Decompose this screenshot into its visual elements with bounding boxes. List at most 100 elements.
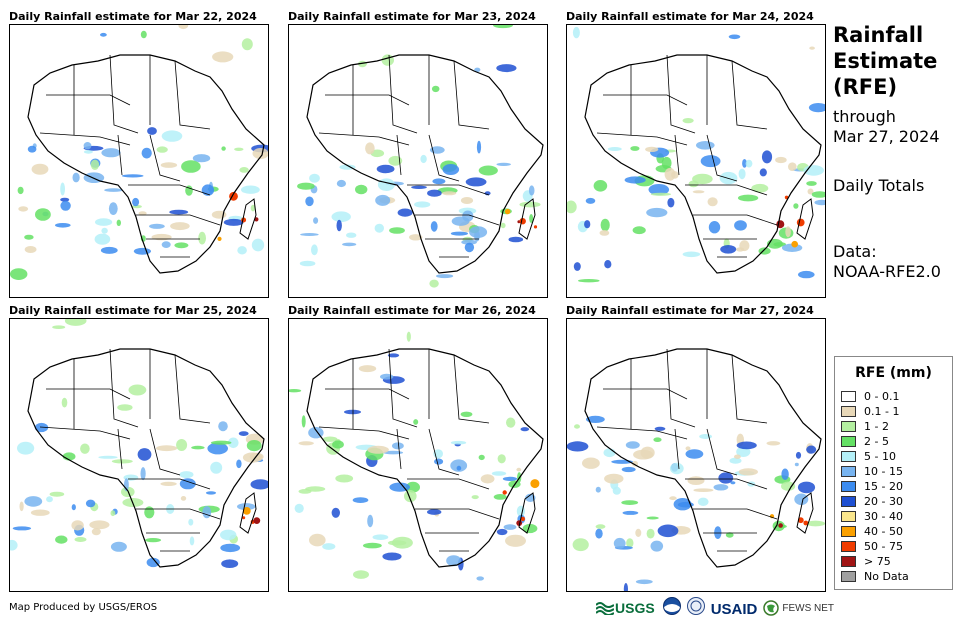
rainfall-area xyxy=(74,537,87,542)
rainfall-area xyxy=(241,185,260,194)
rainfall-area xyxy=(331,507,340,518)
rainfall-area xyxy=(392,442,404,450)
rainfall-area xyxy=(604,473,624,484)
rainfall-area xyxy=(387,353,400,358)
rainfall-area xyxy=(138,211,147,216)
panel-title-1: Daily Rainfall estimate for Mar 22, 2024 xyxy=(9,10,257,23)
rainfall-area xyxy=(794,462,799,467)
data-label: Data: xyxy=(833,242,877,261)
rainfall-area xyxy=(567,441,589,452)
rainfall-area xyxy=(94,233,111,245)
rainfall-area xyxy=(446,555,462,567)
rainfall-area xyxy=(516,467,522,472)
rainfall-area xyxy=(805,520,825,527)
country-border xyxy=(685,184,768,196)
rainfall-area xyxy=(90,159,100,170)
rainfall-area xyxy=(156,146,168,153)
rainfall-area xyxy=(503,524,517,530)
rainfall-area xyxy=(519,201,541,208)
rainfall-area xyxy=(613,537,626,549)
legend-label: No Data xyxy=(864,570,909,583)
rainfall-area xyxy=(430,221,438,232)
country-border xyxy=(603,94,688,106)
rainfall-area xyxy=(180,496,187,501)
rainfall-area xyxy=(144,506,155,519)
rainfall-area xyxy=(745,159,753,168)
rainfall-area xyxy=(301,415,306,428)
country-border xyxy=(596,426,688,440)
product-title-line-3: (RFE) xyxy=(833,75,898,99)
rainfall-area xyxy=(128,384,147,396)
rainfall-area xyxy=(795,451,802,459)
rainfall-area xyxy=(506,417,516,428)
rainfall-area xyxy=(189,536,195,546)
rainfall-area xyxy=(725,532,734,538)
rainfall-area xyxy=(95,218,113,226)
rainfall-area xyxy=(640,446,655,459)
legend-swatch xyxy=(841,421,856,432)
rainfall-area xyxy=(673,498,692,511)
rainfall-area xyxy=(185,185,193,196)
rainfall-area xyxy=(145,538,162,543)
rainfall-area xyxy=(17,441,35,455)
africa-coastline xyxy=(27,54,265,274)
legend-swatch xyxy=(841,466,856,477)
country-border xyxy=(46,388,131,400)
heavy-rain-area xyxy=(242,507,251,515)
rainfall-area xyxy=(650,192,671,196)
rainfall-area xyxy=(146,557,160,568)
rainfall-area xyxy=(104,188,123,192)
rainfall-area xyxy=(179,478,196,490)
rainfall-area xyxy=(61,397,68,408)
heavy-rain-area xyxy=(796,218,805,227)
madagascar-outline xyxy=(239,492,257,534)
rainfall-area xyxy=(220,543,241,553)
rainfall-area xyxy=(355,184,368,195)
legend-swatch xyxy=(841,556,856,567)
rainfall-area xyxy=(331,211,351,222)
legend-item: 20 - 30 xyxy=(841,494,903,509)
rainfall-area xyxy=(311,244,318,256)
panel-title-2: Daily Rainfall estimate for Mar 23, 2024 xyxy=(288,10,536,23)
country-border xyxy=(693,508,778,520)
rainfall-area xyxy=(117,404,133,411)
rainfall-area xyxy=(693,488,714,492)
rainfall-area xyxy=(451,216,470,226)
rainfall-area xyxy=(697,497,709,506)
rainfall-area xyxy=(83,150,93,154)
rainfall-area xyxy=(456,465,462,471)
rainfall-area xyxy=(72,172,80,183)
rainfall-area xyxy=(505,534,526,547)
rainfall-area xyxy=(161,241,171,249)
doi-seal xyxy=(686,597,705,619)
rainfall-area xyxy=(414,201,431,208)
rainfall-area xyxy=(389,227,405,234)
rainfall-area xyxy=(635,579,653,585)
heavy-rain-area xyxy=(502,490,507,495)
rainfall-area xyxy=(298,441,314,446)
rainfall-area xyxy=(657,524,679,538)
rainfall-area xyxy=(205,491,217,495)
country-border xyxy=(117,428,123,470)
rainfall-area xyxy=(313,217,319,224)
rainfall-area xyxy=(434,458,444,465)
rainfall-area xyxy=(572,538,589,552)
rainfall-area xyxy=(496,528,508,536)
rainfall-area xyxy=(450,440,467,445)
rainfall-area xyxy=(759,168,767,177)
rainfall-area xyxy=(573,262,581,271)
rainfall-area xyxy=(436,274,454,279)
legend-item: 0 - 0.1 xyxy=(841,389,899,404)
noaa-logo xyxy=(662,597,681,619)
rainfall-area xyxy=(367,445,389,454)
heavy-rain-area xyxy=(530,479,540,489)
rainfall-area xyxy=(336,219,342,232)
rainfall-area xyxy=(742,159,747,168)
rainfall-area xyxy=(718,472,734,484)
country-border xyxy=(318,426,410,440)
africa-map-svg xyxy=(567,26,825,283)
rainfall-area xyxy=(460,197,474,204)
rainfall-area xyxy=(730,481,736,485)
rainfall-area xyxy=(572,26,580,39)
africa-map-svg xyxy=(297,25,544,288)
